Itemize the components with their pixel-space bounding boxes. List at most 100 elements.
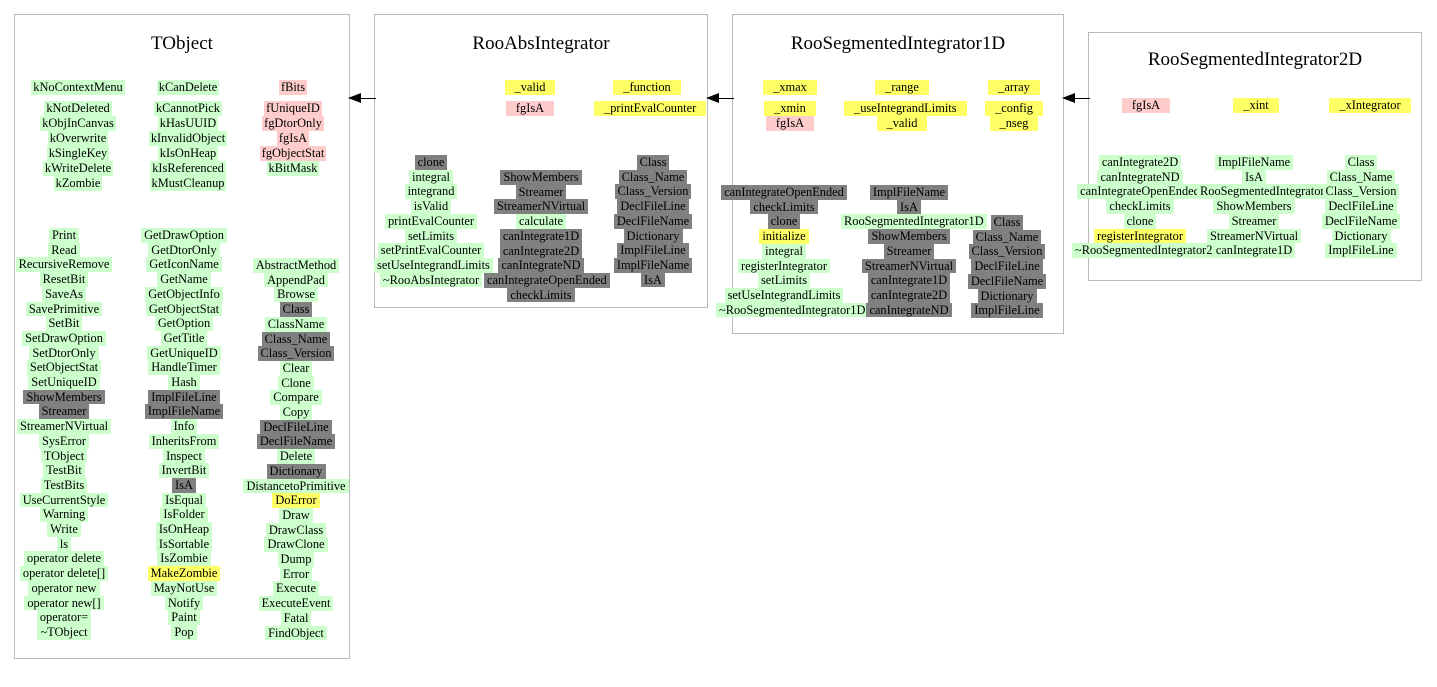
method[interactable]: FindObject — [240, 625, 352, 641]
method[interactable]: isValid — [374, 199, 488, 214]
method[interactable]: SavePrimitive — [0, 301, 128, 317]
attribute[interactable]: _array — [978, 80, 1050, 95]
method[interactable]: ImplFileName — [596, 257, 710, 273]
method[interactable]: clone — [716, 214, 852, 230]
method[interactable]: canIntegrate1D — [484, 228, 598, 244]
method[interactable]: integral — [374, 169, 488, 185]
method[interactable]: operator new[] — [0, 595, 128, 611]
method[interactable]: SetObjectStat — [0, 360, 128, 375]
method[interactable]: SetDrawOption — [0, 330, 128, 346]
attribute[interactable]: fgIsA — [1110, 98, 1182, 113]
method[interactable]: DrawClass — [240, 522, 352, 538]
method[interactable]: Clone — [240, 375, 352, 391]
method[interactable]: InvertBit — [128, 463, 240, 478]
method[interactable]: Error — [240, 566, 352, 582]
method[interactable]: GetObjectInfo — [128, 286, 240, 302]
method[interactable]: canIntegrateND — [484, 258, 598, 273]
method[interactable]: Class — [1311, 155, 1411, 170]
attribute[interactable]: kOverwrite — [47, 131, 109, 146]
attribute[interactable]: kIsReferenced — [150, 161, 226, 176]
method[interactable]: setLimits — [374, 228, 488, 244]
method[interactable]: Execute — [240, 581, 352, 597]
method[interactable]: IsA — [128, 477, 240, 493]
method[interactable]: RecursiveRemove — [0, 257, 128, 273]
attribute[interactable]: fgIsA — [754, 116, 826, 131]
attribute[interactable]: kInvalidObject — [148, 131, 228, 146]
method[interactable]: DeclFileName — [1311, 213, 1411, 229]
method[interactable]: GetUniqueID — [128, 345, 240, 361]
attribute[interactable]: kObjInCanvas — [40, 116, 116, 131]
method[interactable]: Copy — [240, 405, 352, 420]
method[interactable]: setUseIntegrandLimits — [374, 257, 493, 273]
method[interactable]: ~TObject — [0, 624, 128, 640]
method[interactable]: canIntegrate2D — [841, 287, 977, 303]
method[interactable]: Inspect — [128, 448, 240, 464]
method[interactable]: IsA — [1197, 169, 1311, 185]
attribute[interactable]: kCannotPick — [153, 101, 223, 116]
method[interactable]: Class — [240, 302, 352, 317]
method[interactable]: Fatal — [240, 610, 352, 626]
method[interactable]: DistancetoPrimitive — [240, 478, 352, 494]
method[interactable]: canIntegrateND — [841, 302, 977, 318]
method[interactable]: ResetBit — [0, 272, 128, 287]
attribute[interactable]: kMustCleanup — [149, 176, 227, 191]
method[interactable]: IsA — [596, 272, 710, 288]
method[interactable]: IsZombie — [128, 551, 240, 567]
method[interactable]: Warning — [0, 507, 128, 522]
method[interactable]: integral — [716, 243, 852, 259]
method[interactable]: operator delete[] — [0, 566, 128, 581]
method[interactable]: Class_Name — [240, 331, 352, 347]
attribute[interactable]: _config — [978, 101, 1050, 116]
attribute[interactable]: fUniqueID — [264, 101, 322, 116]
attribute[interactable]: kHasUUID — [157, 116, 219, 131]
attribute[interactable]: kCanDelete — [156, 80, 220, 95]
attribute[interactable]: _valid — [491, 80, 569, 95]
method[interactable]: GetIconName — [128, 257, 240, 273]
method[interactable]: GetDrawOption — [128, 228, 240, 243]
method[interactable]: ImplFileName — [1197, 155, 1311, 170]
method[interactable]: DeclFileName — [953, 273, 1061, 289]
method[interactable]: integrand — [374, 184, 488, 200]
method[interactable]: Info — [128, 419, 240, 434]
method[interactable]: Streamer — [484, 184, 598, 200]
method[interactable]: Streamer — [1197, 213, 1311, 229]
method[interactable]: clone — [374, 155, 488, 170]
method[interactable]: DoError — [240, 493, 352, 508]
method[interactable]: canIntegrate1D — [1197, 243, 1311, 258]
method[interactable]: AppendPad — [240, 272, 352, 288]
method[interactable]: Hash — [128, 375, 240, 390]
method[interactable]: UseCurrentStyle — [0, 492, 128, 508]
method[interactable]: setUseIntegrandLimits — [716, 287, 852, 303]
method[interactable]: GetName — [128, 272, 240, 287]
method[interactable]: Write — [0, 522, 128, 537]
method[interactable]: Dictionary — [1311, 228, 1411, 244]
attribute[interactable]: kNoContextMenu — [31, 80, 125, 95]
method[interactable]: DeclFileLine — [953, 259, 1061, 274]
method[interactable]: Compare — [240, 390, 352, 405]
attribute[interactable]: kIsOnHeap — [157, 146, 219, 161]
method[interactable]: SaveAs — [0, 286, 128, 302]
method[interactable]: canIntegrateOpenEnded — [484, 272, 610, 288]
attribute[interactable]: _xIntegrator — [1324, 98, 1416, 113]
method[interactable]: ImplFileName — [128, 404, 240, 420]
method[interactable]: AbstractMethod — [240, 258, 352, 273]
attribute[interactable]: fgObjectStat — [259, 146, 327, 161]
method[interactable]: GetTitle — [128, 330, 240, 346]
method[interactable]: InheritsFrom — [128, 433, 240, 449]
method[interactable]: Dump — [240, 552, 352, 567]
method[interactable]: IsFolder — [128, 507, 240, 522]
attribute[interactable]: fgIsA — [276, 131, 310, 146]
method[interactable]: IsA — [841, 199, 977, 215]
attribute[interactable]: _range — [866, 80, 938, 95]
method[interactable]: ShowMembers — [484, 170, 598, 185]
method[interactable]: Draw — [240, 507, 352, 523]
method[interactable]: ShowMembers — [0, 389, 128, 405]
attribute[interactable]: _printEvalCounter — [594, 101, 707, 116]
method[interactable]: IsSortable — [128, 536, 240, 552]
attribute[interactable]: kWriteDelete — [42, 161, 114, 176]
method[interactable]: ImplFileLine — [1311, 243, 1411, 258]
method[interactable]: IsOnHeap — [128, 522, 240, 537]
method[interactable]: GetDtorOnly — [128, 242, 240, 258]
method[interactable]: DeclFileLine — [1311, 199, 1411, 214]
method[interactable]: Print — [0, 228, 128, 243]
